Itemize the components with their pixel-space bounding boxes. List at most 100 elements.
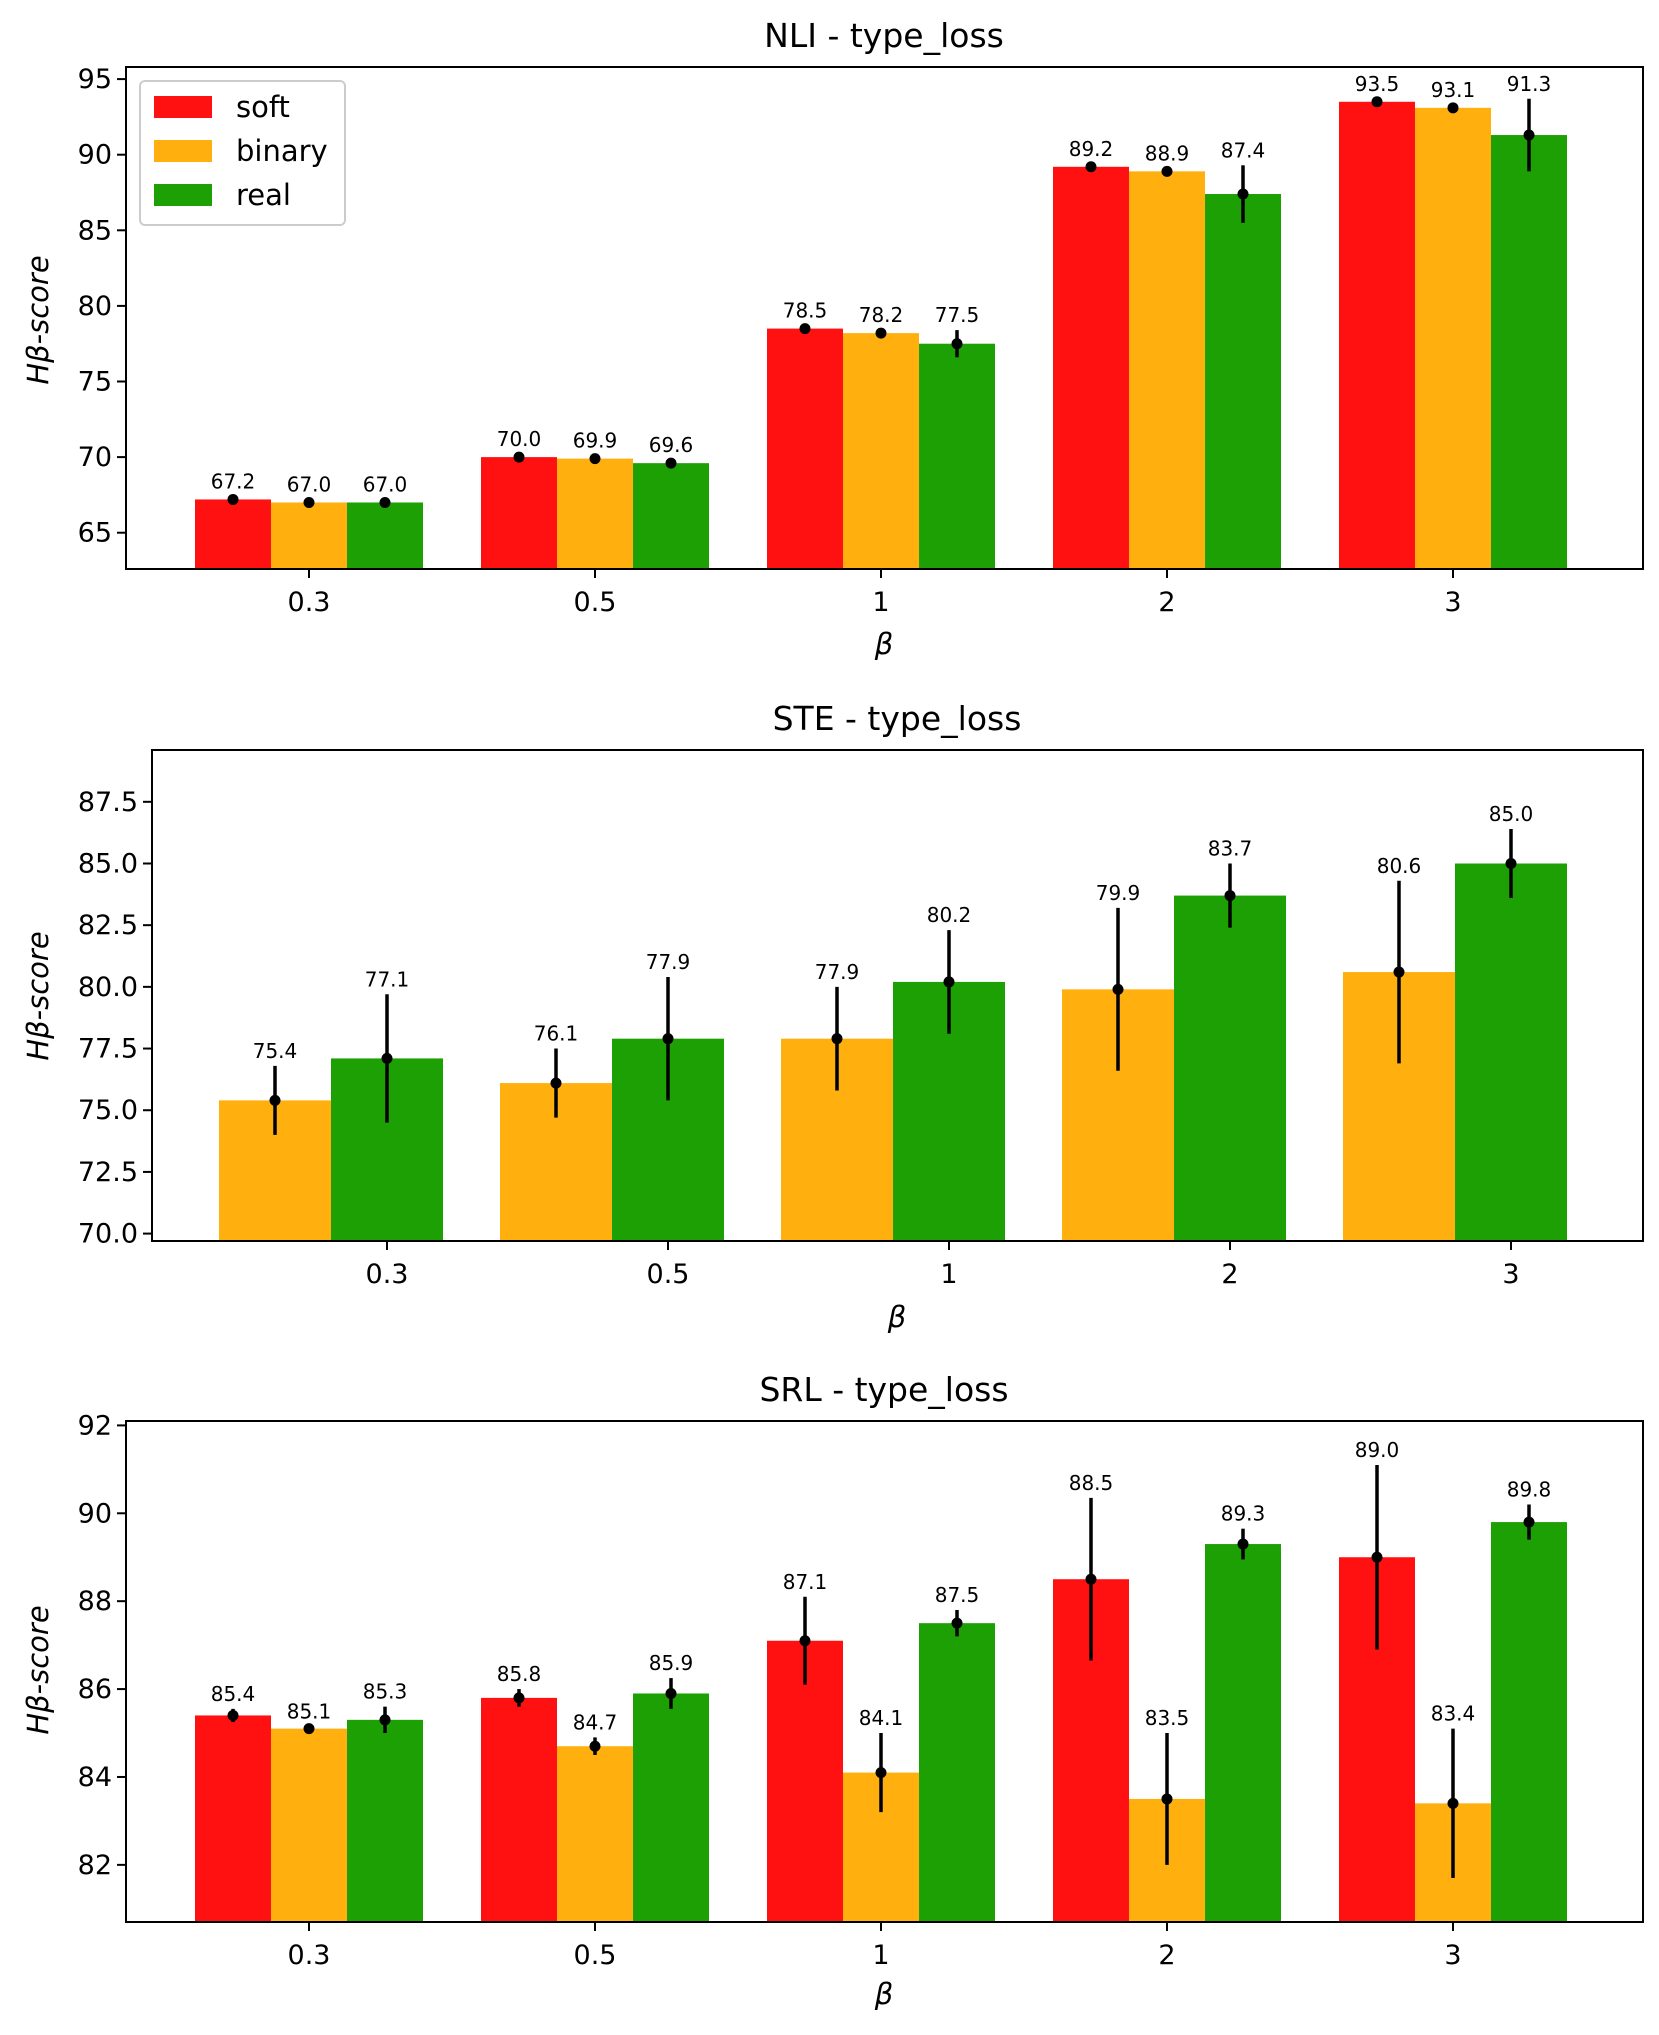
data-label: 85.9 [649, 1651, 694, 1675]
data-label: 67.0 [363, 472, 408, 496]
bar-soft [195, 499, 271, 569]
y-tick-label: 90 [78, 1498, 112, 1529]
y-axis-ticks: 65 70 75 80 85 90 95 [78, 64, 126, 549]
data-label: 77.5 [935, 303, 980, 327]
mean-marker [943, 976, 955, 988]
legend-label-real: real [236, 178, 291, 212]
mean-marker [831, 1033, 843, 1045]
data-label: 89.3 [1221, 1502, 1266, 1526]
mean-marker [1237, 1538, 1249, 1550]
legend-swatch-soft [154, 96, 212, 118]
bar-soft [1053, 166, 1129, 570]
x-tick-label: 0.3 [366, 1259, 409, 1290]
chart-title: NLI - type_loss [764, 16, 1004, 55]
mean-marker [1112, 983, 1124, 995]
bar-binary [843, 333, 919, 569]
x-axis-ticks: 0.3 0.5 1 2 3 [288, 1922, 1462, 1971]
bar-soft [767, 328, 843, 569]
data-label: 78.5 [783, 299, 828, 323]
error-bars [227, 96, 1535, 508]
legend-label-soft: soft [236, 90, 290, 124]
y-tick-label: 90 [78, 140, 112, 171]
mean-marker [379, 496, 391, 508]
y-tick-label: 88 [78, 1586, 112, 1617]
mean-marker [1447, 1797, 1459, 1809]
error-bars [227, 1464, 1535, 1879]
bar-soft [195, 1715, 271, 1922]
y-tick-label: 86 [78, 1674, 112, 1705]
mean-marker [1447, 102, 1459, 114]
mean-marker [1371, 96, 1383, 108]
bar-real [1491, 135, 1567, 569]
data-label: 83.4 [1431, 1702, 1476, 1726]
bars [195, 1522, 1567, 1922]
data-label: 85.4 [211, 1682, 256, 1706]
bar-binary [271, 502, 347, 569]
mean-marker [951, 1617, 963, 1629]
mean-marker [665, 457, 677, 469]
data-label: 87.1 [783, 1570, 828, 1594]
mean-marker [1371, 1551, 1383, 1563]
chart-title: STE - type_loss [773, 699, 1022, 738]
data-label: 67.0 [287, 472, 332, 496]
bar-real [919, 1623, 995, 1922]
data-label: 84.7 [573, 1710, 618, 1734]
y-tick-label: 82 [78, 1850, 112, 1881]
data-label: 78.2 [859, 303, 904, 327]
data-label: 79.9 [1096, 881, 1141, 905]
mean-marker [799, 1635, 811, 1647]
legend-swatch-real [154, 184, 212, 206]
mean-marker [269, 1094, 281, 1106]
data-label: 83.7 [1208, 836, 1253, 860]
mean-marker [1224, 890, 1236, 902]
mean-marker [951, 338, 963, 350]
mean-marker [1393, 966, 1405, 978]
mean-marker [799, 323, 811, 335]
y-tick-label: 84 [78, 1762, 112, 1793]
mean-marker [513, 451, 525, 463]
bar-real [1205, 194, 1281, 569]
y-tick-label: 87.5 [78, 787, 138, 818]
mean-marker [589, 1740, 601, 1752]
x-tick-label: 1 [872, 1940, 889, 1971]
mean-marker [381, 1052, 393, 1064]
mean-marker [665, 1687, 677, 1699]
data-label: 83.5 [1145, 1706, 1190, 1730]
chart-ste: STE - type_loss Hβ-score β 70.072.575.07… [21, 699, 1644, 1334]
x-tick-label: 2 [1221, 1259, 1238, 1290]
x-tick-label: 3 [1502, 1259, 1519, 1290]
y-tick-label: 80.0 [78, 972, 138, 1003]
bar-real [919, 343, 995, 569]
y-tick-label: 82.5 [78, 910, 138, 941]
data-label: 77.9 [646, 950, 691, 974]
mean-marker [303, 496, 315, 508]
mean-marker [1161, 165, 1173, 177]
mean-marker [303, 1723, 315, 1735]
bar-soft [481, 457, 557, 569]
bar-binary [557, 458, 633, 569]
data-label: 87.5 [935, 1583, 980, 1607]
bars [219, 863, 1567, 1241]
bar-real [1205, 1544, 1281, 1922]
chart-srl: SRL - type_loss Hβ-score β 828486889092 … [21, 1370, 1644, 2011]
data-label: 75.4 [253, 1039, 298, 1063]
mean-marker [589, 453, 601, 465]
data-label: 76.1 [534, 1022, 579, 1046]
mean-marker [1505, 857, 1517, 869]
chart-nli: NLI - type_loss Hβ-score β 65 70 75 80 85 90 9… [21, 16, 1644, 661]
x-tick-label: 0.5 [574, 587, 617, 618]
data-label: 80.2 [927, 903, 972, 927]
x-tick-label: 2 [1158, 587, 1175, 618]
y-tick-label: 80 [78, 291, 112, 322]
x-tick-label: 3 [1444, 587, 1461, 618]
y-tick-label: 75 [78, 367, 112, 398]
data-label: 77.9 [815, 960, 860, 984]
mean-marker [662, 1033, 674, 1045]
x-tick-label: 1 [872, 587, 889, 618]
legend-label-binary: binary [236, 134, 328, 168]
data-label: 67.2 [211, 469, 256, 493]
bar-binary [1415, 107, 1491, 569]
bar-binary [1129, 171, 1205, 569]
bar-soft [767, 1640, 843, 1922]
y-tick-label: 85 [78, 215, 112, 246]
